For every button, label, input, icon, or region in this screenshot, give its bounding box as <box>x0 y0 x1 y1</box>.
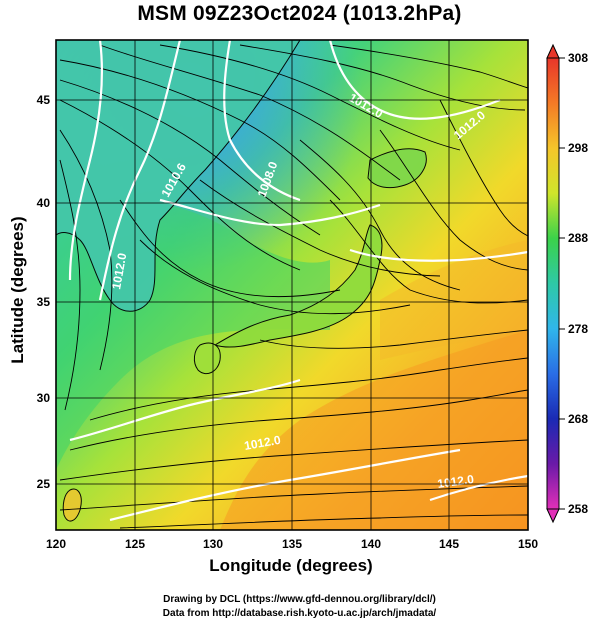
x-tick-label: 150 <box>518 537 538 551</box>
colorbar-scale <box>546 57 560 510</box>
x-tick-label: 140 <box>361 537 381 551</box>
colorbar-top-arrow <box>546 43 560 59</box>
colorbar: 308 298 288 278 268 258 <box>546 43 588 524</box>
coastlines <box>56 40 427 522</box>
colorbar-tick-label: 278 <box>568 322 588 336</box>
y-tick-label: 35 <box>37 295 51 309</box>
wind-streamlines <box>59 44 528 529</box>
x-tick-label: 130 <box>203 537 223 551</box>
map-title: MSM 09Z23Oct2024 (1013.2hPa) <box>137 2 462 25</box>
colorbar-tick-label: 308 <box>568 51 588 65</box>
plot-frame <box>55 39 529 531</box>
y-tick-label: 25 <box>37 477 51 491</box>
x-tick-label: 145 <box>439 537 459 551</box>
x-tick-label: 125 <box>125 537 145 551</box>
x-tick-labels: 120 125 130 135 140 145 150 <box>46 537 538 551</box>
x-axis-label: Longitude (degrees) <box>209 556 373 575</box>
isobar-label: 1012.0 <box>109 252 129 291</box>
y-tick-label: 30 <box>37 391 51 405</box>
y-tick-label: 40 <box>37 196 51 210</box>
credit-drawing: Drawing by DCL (https://www.gfd-dennou.o… <box>163 594 436 605</box>
x-tick-label: 135 <box>282 537 302 551</box>
y-tick-label: 45 <box>37 93 51 107</box>
isobars <box>68 40 528 522</box>
isobar-label: 1012.0 <box>243 433 282 453</box>
colorbar-tick-label: 298 <box>568 141 588 155</box>
graticule <box>56 40 528 530</box>
colorbar-tick-label: 268 <box>568 412 588 426</box>
credit-data: Data from http://database.rish.kyoto-u.a… <box>162 608 437 619</box>
colorbar-tick-label: 288 <box>568 231 588 245</box>
isobar-label: 1012.0 <box>436 472 475 491</box>
x-tick-label: 120 <box>46 537 66 551</box>
y-tick-labels: 25 30 35 40 45 <box>37 93 51 491</box>
colorbar-tick-label: 258 <box>568 502 588 516</box>
colorbar-bottom-arrow <box>546 508 560 524</box>
